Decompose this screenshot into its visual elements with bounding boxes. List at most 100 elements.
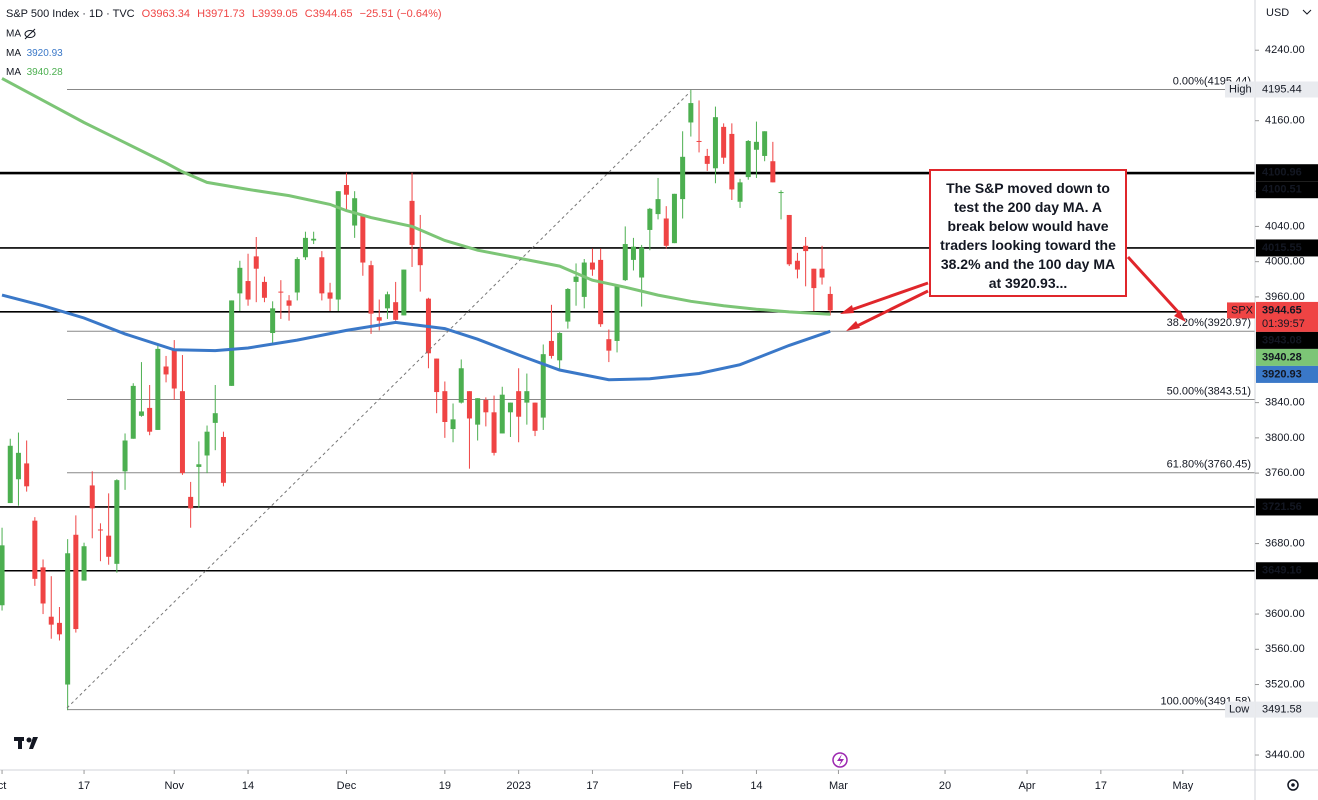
candle-body [368, 265, 374, 314]
candle-body [188, 496, 194, 509]
moving-average [1, 77, 831, 316]
candle-body [253, 256, 259, 269]
level-price-box-label: 3649.16 [1262, 565, 1302, 577]
candle-body [376, 317, 382, 321]
candle-body [581, 262, 587, 297]
close: C3944.65 [304, 8, 353, 20]
open: O3963.34 [141, 8, 190, 20]
hidden-icon[interactable] [23, 28, 37, 40]
candle-body [712, 117, 718, 169]
indicator-legend[interactable]: MA 3920.93 [6, 48, 63, 59]
level-price-box-label: 4100.96 [1262, 167, 1302, 179]
extreme-tag-label: High [1229, 83, 1252, 95]
fib-trend-line [66, 91, 691, 709]
candle-body [786, 214, 792, 265]
indicator-name: MA [6, 48, 21, 59]
level-price-box [1256, 331, 1318, 349]
fib-label: 38.20%(3920.97) [1167, 317, 1251, 329]
candle-body [442, 391, 448, 423]
fib-label: 50.00%(3843.51) [1167, 385, 1251, 397]
candle-body [278, 291, 284, 293]
y-tick-label: 4160.00 [1265, 115, 1305, 127]
candle-body [434, 358, 440, 393]
x-tick-label: 14 [750, 780, 762, 792]
candle-body [130, 385, 136, 439]
candle-body [794, 260, 800, 270]
candle-body [0, 545, 5, 606]
event-icon[interactable] [832, 752, 848, 768]
candle-body [89, 485, 95, 509]
candle-body [261, 281, 267, 298]
candle-body [319, 257, 325, 294]
currency[interactable]: USD [1266, 7, 1289, 19]
annotation: The S&P moved down to test the 200 day M… [929, 169, 1127, 297]
level-price-box [1256, 181, 1318, 199]
level-price-box-label: 4015.55 [1262, 242, 1302, 254]
candle-body [811, 268, 817, 289]
extreme-price-box [1256, 81, 1318, 98]
candle-body [270, 308, 276, 334]
y-tick-label: 3560.00 [1265, 643, 1305, 655]
candle-body [466, 391, 472, 419]
candle-body [516, 391, 522, 417]
candle-body [548, 340, 554, 356]
x-tick-label: Mar [829, 780, 848, 792]
candle-body [384, 294, 390, 309]
candle-body [409, 200, 415, 245]
symbol: S&P 500 Index · 1D · TVC [6, 8, 135, 20]
candle-body [589, 262, 595, 270]
level-price-box [1256, 562, 1318, 580]
candle-body [680, 156, 686, 200]
candle-body [598, 259, 604, 325]
candle-body [491, 412, 497, 453]
candle-body [229, 300, 235, 386]
settings-icon[interactable] [1287, 779, 1299, 791]
candle-body [729, 133, 735, 190]
candle-body [196, 464, 202, 467]
level-price-box [1256, 239, 1318, 257]
candle-body [147, 407, 153, 432]
candle-body [483, 399, 489, 413]
currency-dropdown-icon[interactable] [1302, 9, 1312, 15]
candle-body [327, 292, 333, 299]
candle-body [171, 348, 177, 389]
high: H3971.73 [197, 8, 245, 20]
header: S&P 500 Index · 1D · TVC O3963.34 H3971.… [6, 8, 446, 20]
candle-body [721, 126, 727, 158]
y-tick-label: 3800.00 [1265, 432, 1305, 444]
indicator-legend[interactable]: MA 3940.28 [6, 67, 63, 78]
extreme-tag-label: Low [1229, 703, 1249, 715]
indicator-legend[interactable]: MA [6, 28, 37, 40]
candle-body [360, 214, 366, 263]
level-price-box-label: 3943.08 [1262, 334, 1302, 346]
candle-body [245, 281, 251, 300]
candle-body [688, 103, 694, 123]
candle-body [417, 248, 423, 266]
candle-body [294, 259, 300, 293]
x-tick-label: 19 [439, 780, 451, 792]
candle-body [393, 302, 399, 320]
y-tick-label: 4000.00 [1265, 256, 1305, 268]
fib-label: 61.80%(3760.45) [1167, 459, 1251, 471]
candle-body [302, 237, 308, 258]
indicator-value: 3920.93 [26, 48, 63, 59]
candle-body [778, 192, 784, 194]
candle-body [114, 480, 120, 564]
tv-logo [14, 737, 38, 749]
level-price-box [1256, 498, 1318, 516]
candle-body [286, 300, 292, 306]
candle-body [65, 553, 71, 685]
x-tick-label: 17 [1095, 780, 1107, 792]
y-tick-label: 3760.00 [1265, 467, 1305, 479]
y-tick-label: 3840.00 [1265, 397, 1305, 409]
indicator-name: MA [6, 67, 21, 78]
candle-body [704, 155, 710, 164]
candle-body [122, 440, 128, 472]
extreme-price: 4195.44 [1262, 83, 1302, 95]
plot: 0.00%(4195.44)38.20%(3920.97)50.00%(3843… [0, 75, 1255, 711]
ma-price-box [1256, 348, 1318, 366]
candle-body [212, 413, 218, 423]
ma-price-box-label: 3940.28 [1262, 351, 1302, 363]
y-tick-label: 3600.00 [1265, 608, 1305, 620]
